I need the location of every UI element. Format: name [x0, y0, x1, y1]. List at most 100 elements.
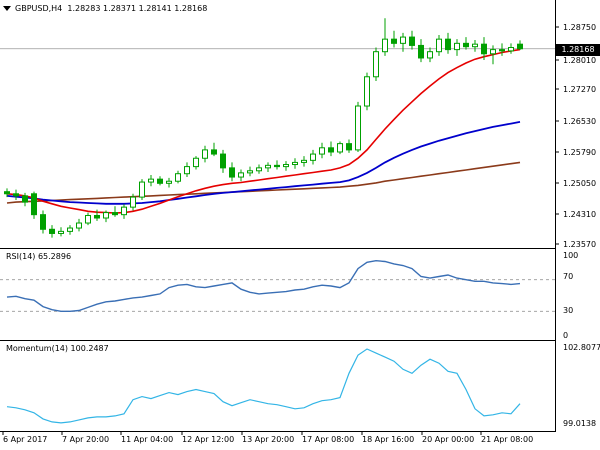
- sma-slow-line: [6, 161, 521, 204]
- candle-body: [58, 230, 64, 234]
- candle-body: [103, 212, 109, 219]
- candle-body: [508, 47, 514, 52]
- sma-mid-line: [6, 121, 521, 205]
- candle-body: [427, 51, 433, 59]
- price-axis-label: 1.28750: [563, 23, 597, 32]
- candle-body: [463, 42, 469, 48]
- momentum-level-label: 102.8077: [563, 343, 600, 352]
- rsi-level-label: 70: [563, 272, 574, 281]
- dropdown-arrow-icon[interactable]: [3, 6, 11, 11]
- symbol-header[interactable]: GBPUSD,H4 1.28283 1.28371 1.28141 1.2816…: [3, 4, 207, 14]
- candle-body: [409, 36, 415, 46]
- price-axis-label: 1.24310: [563, 210, 597, 219]
- candle-body: [85, 214, 91, 224]
- candle-body: [481, 43, 487, 55]
- candle-body: [265, 164, 271, 169]
- price-axis-label: 1.25790: [563, 148, 597, 157]
- candle-body: [256, 167, 262, 172]
- candle-body: [382, 38, 388, 53]
- candle-body: [301, 159, 307, 163]
- candle-body: [238, 172, 244, 178]
- candle-body: [31, 193, 37, 216]
- candle-body: [49, 228, 55, 234]
- candle-body: [292, 161, 298, 166]
- time-axis-label: 21 Apr 08:00: [481, 435, 534, 444]
- rsi-level-label: 100: [563, 251, 579, 260]
- candle-body: [310, 153, 316, 161]
- candle-body: [328, 147, 334, 153]
- candle-body: [364, 76, 370, 107]
- moving-averages: [6, 48, 521, 214]
- price-axis-label: 1.26530: [563, 117, 597, 126]
- time-axis-label: 17 Apr 08:00: [302, 435, 355, 444]
- candle-body: [148, 178, 154, 183]
- candle-body: [40, 214, 46, 230]
- candle-body: [13, 193, 19, 197]
- candle-body: [211, 149, 217, 155]
- price-axis-label: 1.25050: [563, 179, 597, 188]
- momentum-line: [6, 348, 521, 424]
- momentum-title: Momentum(14) 100.2487: [6, 344, 109, 353]
- candle-body: [4, 191, 10, 195]
- symbol-label: GBPUSD,H4: [15, 4, 63, 13]
- candle-body: [445, 38, 451, 51]
- rsi-level-label: 0: [563, 331, 569, 340]
- candle-body: [193, 157, 199, 168]
- candle-body: [112, 212, 118, 216]
- candle-body: [247, 170, 253, 174]
- rsi-line: [6, 259, 521, 312]
- candle-body: [418, 44, 424, 59]
- price-axis-label: 1.28010: [563, 56, 597, 65]
- time-axis-label: 13 Apr 20:00: [242, 435, 295, 444]
- time-axis-label: 7 Apr 20:00: [62, 435, 110, 444]
- candle-body: [121, 206, 127, 216]
- time-axis-label: 6 Apr 2017: [3, 435, 48, 444]
- candle-body: [220, 153, 226, 169]
- rsi-indicator: [0, 259, 555, 312]
- time-axis-label: 12 Apr 12:00: [182, 435, 235, 444]
- candle-body: [391, 38, 397, 44]
- rsi-title: RSI(14) 65.2896: [6, 252, 72, 261]
- momentum-level-label: 99.0138: [563, 419, 597, 428]
- candle-body: [229, 167, 235, 178]
- current-price-label: 1.28168: [556, 44, 600, 56]
- bottom-separator: [0, 431, 556, 432]
- candle-body: [139, 181, 145, 198]
- candle-body: [283, 164, 289, 168]
- candle-body: [355, 105, 361, 151]
- price-axis-label: 1.27270: [563, 85, 597, 94]
- candle-body: [184, 166, 190, 175]
- candle-body: [157, 178, 163, 184]
- candle-body: [517, 43, 523, 50]
- time-axis-label: 18 Apr 16:00: [362, 435, 415, 444]
- candle-body: [22, 195, 28, 203]
- candle-body: [76, 222, 82, 229]
- price-axis-label: 1.23570: [563, 240, 597, 249]
- time-axis-label: 11 Apr 04:00: [121, 435, 174, 444]
- time-axis-label: 20 Apr 00:00: [422, 435, 475, 444]
- candle-body: [400, 36, 406, 44]
- candle-body: [166, 180, 172, 184]
- candle-body: [436, 38, 442, 53]
- candle-body: [67, 227, 73, 232]
- candle-body: [373, 51, 379, 78]
- candle-body: [499, 49, 505, 52]
- momentum-indicator: [6, 348, 521, 424]
- panel-separator: [0, 340, 556, 341]
- sma-fast-line: [6, 48, 521, 214]
- candle-body: [94, 214, 100, 219]
- ohlc-values: 1.28283 1.28371 1.28141 1.28168: [67, 4, 208, 13]
- price-axis-border: [555, 0, 556, 432]
- candle-body: [454, 42, 460, 51]
- candlesticks: [4, 18, 523, 238]
- candle-body: [472, 43, 478, 48]
- rsi-level-label: 30: [563, 306, 574, 315]
- candle-body: [130, 196, 136, 208]
- candle-body: [202, 149, 208, 159]
- candle-body: [346, 143, 352, 151]
- panel-separator: [0, 248, 556, 249]
- candle-body: [274, 164, 280, 168]
- candle-body: [175, 173, 181, 182]
- candle-body: [319, 147, 325, 155]
